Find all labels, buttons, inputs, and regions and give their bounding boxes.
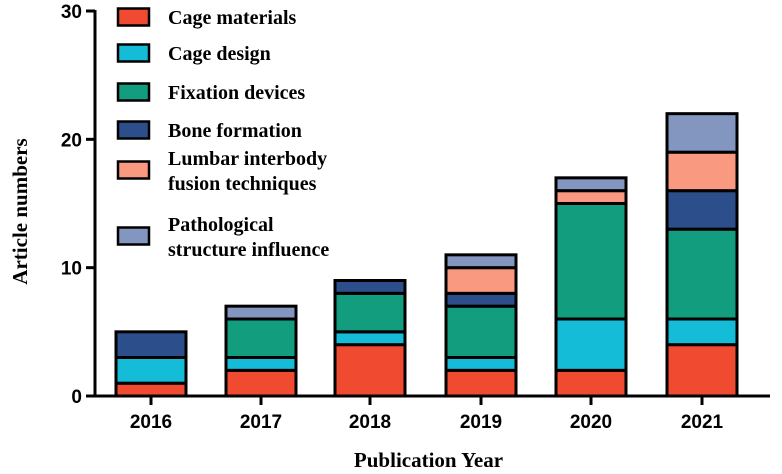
bar-segment	[333, 291, 407, 334]
bar-segment	[665, 189, 739, 231]
bar-segment	[444, 266, 518, 295]
x-tick-label: 2019	[460, 412, 502, 433]
legend-swatch	[116, 120, 151, 140]
bar-segment	[333, 343, 407, 398]
bar-segment	[554, 176, 628, 193]
bar-segment	[554, 368, 628, 398]
bar-segment	[665, 227, 739, 321]
y-tick-label: 20	[61, 130, 82, 151]
legend-label: Pathological structure influence	[168, 214, 329, 261]
bar-segment	[114, 330, 188, 360]
bar-segment	[114, 381, 188, 398]
bar-segment	[224, 356, 298, 372]
x-tick-label: 2021	[681, 412, 724, 433]
y-tick-label: 0	[71, 387, 82, 408]
bar-segment	[444, 253, 518, 270]
x-tick-label: 2017	[240, 412, 282, 433]
bars-group	[114, 112, 739, 398]
legend-label: Bone formation	[168, 120, 302, 142]
x-tick-label: 2020	[570, 412, 612, 433]
bar-segment	[444, 368, 518, 398]
bar-segment	[665, 317, 739, 347]
y-tick-label: 10	[61, 259, 82, 280]
legend-swatch	[116, 226, 151, 246]
bar-segment	[114, 356, 188, 385]
bar-segment	[444, 291, 518, 308]
bar-segment	[224, 304, 298, 321]
bar-segment	[444, 356, 518, 372]
legend-swatch	[116, 160, 151, 180]
bar-segment	[224, 317, 298, 359]
bar-segment	[333, 330, 407, 347]
bar-segment	[665, 343, 739, 398]
y-tick-label: 30	[61, 2, 82, 23]
bar-segment	[554, 189, 628, 206]
bar-segment	[224, 368, 298, 398]
bar-segment	[444, 304, 518, 359]
legend-label: Cage materials	[168, 7, 297, 29]
legend-swatch	[116, 7, 151, 27]
y-axis-title: Article numbers	[8, 138, 32, 284]
legend-label: Fixation devices	[168, 82, 305, 104]
x-tick-label: 2018	[349, 412, 391, 433]
x-tick-label: 2016	[130, 412, 172, 433]
x-axis-title: Publication Year	[354, 448, 503, 472]
legend-swatch	[116, 82, 151, 102]
bar-segment	[665, 112, 739, 154]
bar-segment	[665, 150, 739, 193]
legend-label: Lumbar interbody fusion techniques	[168, 148, 327, 195]
legend-label: Cage design	[168, 43, 271, 65]
axes-group: 0 10 20 30 2016 2017 2018 2019 2020 2021	[61, 2, 770, 433]
legend-swatch	[116, 43, 151, 63]
legend: Cage materials Cage design Fixation device…	[116, 7, 329, 261]
bar-segment	[554, 317, 628, 372]
bar-segment	[554, 202, 628, 321]
bar-segment	[333, 279, 407, 295]
